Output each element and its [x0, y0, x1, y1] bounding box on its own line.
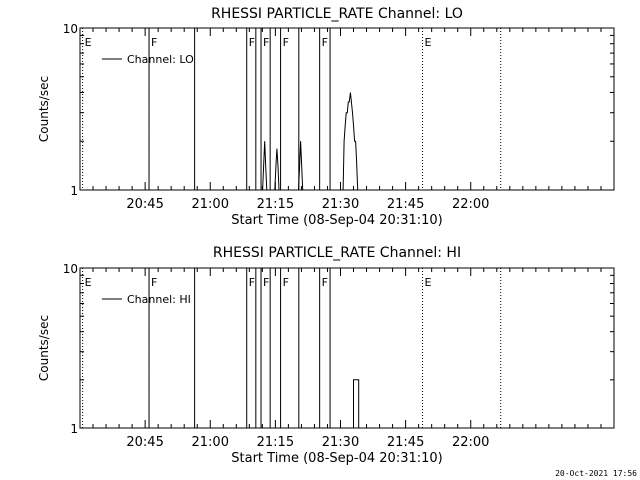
- x-tick-label: 21:00: [192, 197, 229, 212]
- x-axis-label: Start Time (08-Sep-04 20:31:10): [231, 213, 442, 228]
- x-tick-label: 21:30: [322, 197, 359, 212]
- plot-frame: [79, 27, 615, 191]
- y-axis-label: Counts/sec: [37, 315, 51, 381]
- event-marker-label: E: [425, 36, 432, 49]
- y-tick-label: 1: [70, 422, 78, 436]
- x-tick-label: 21:30: [322, 435, 359, 450]
- event-marker-label: F: [263, 36, 269, 49]
- chart-title: RHESSI PARTICLE_RATE Channel: LO: [211, 6, 463, 22]
- legend-label: Channel: HI: [127, 293, 191, 306]
- data-series-line: [262, 92, 360, 191]
- event-marker-label: E: [425, 276, 432, 289]
- event-marker-label: F: [283, 276, 289, 289]
- x-tick-label: 21:45: [387, 197, 424, 212]
- event-marker-label: F: [322, 276, 328, 289]
- x-tick-label: 21:00: [192, 435, 229, 450]
- event-marker-label: F: [283, 36, 289, 49]
- data-series-line: [350, 379, 360, 429]
- chart-title: RHESSI PARTICLE_RATE Channel: HI: [213, 245, 461, 261]
- x-axis-label: Start Time (08-Sep-04 20:31:10): [231, 451, 442, 466]
- y-axis-label: Counts/sec: [37, 76, 51, 142]
- x-tick-label: 20:45: [126, 435, 163, 450]
- event-marker-label: F: [249, 276, 255, 289]
- x-tick-label: 21:15: [257, 197, 294, 212]
- plot-frame: [79, 267, 615, 429]
- hi-channel-panel: RHESSI PARTICLE_RATE Channel: HI Counts/s…: [37, 245, 615, 466]
- y-tick-label: 1: [70, 184, 78, 198]
- event-marker-label: F: [322, 36, 328, 49]
- event-marker-label: E: [85, 276, 92, 289]
- x-tick-label: 22:00: [452, 197, 489, 212]
- event-marker-label: F: [151, 36, 157, 49]
- y-tick-label: 10: [63, 22, 78, 36]
- event-marker-label: E: [85, 36, 92, 49]
- event-marker-label: F: [263, 276, 269, 289]
- x-tick-label: 21:45: [387, 435, 424, 450]
- legend-label: Channel: LO: [127, 53, 194, 66]
- lo-channel-panel: RHESSI PARTICLE_RATE Channel: LO Counts/s…: [37, 6, 615, 228]
- x-tick-label: 21:15: [257, 435, 294, 450]
- y-tick-label: 10: [63, 262, 78, 276]
- x-tick-label: 20:45: [126, 197, 163, 212]
- event-marker-label: F: [249, 36, 255, 49]
- generated-timestamp: 20-Oct-2021 17:56: [555, 469, 637, 478]
- x-tick-label: 22:00: [452, 435, 489, 450]
- event-marker-label: F: [151, 276, 157, 289]
